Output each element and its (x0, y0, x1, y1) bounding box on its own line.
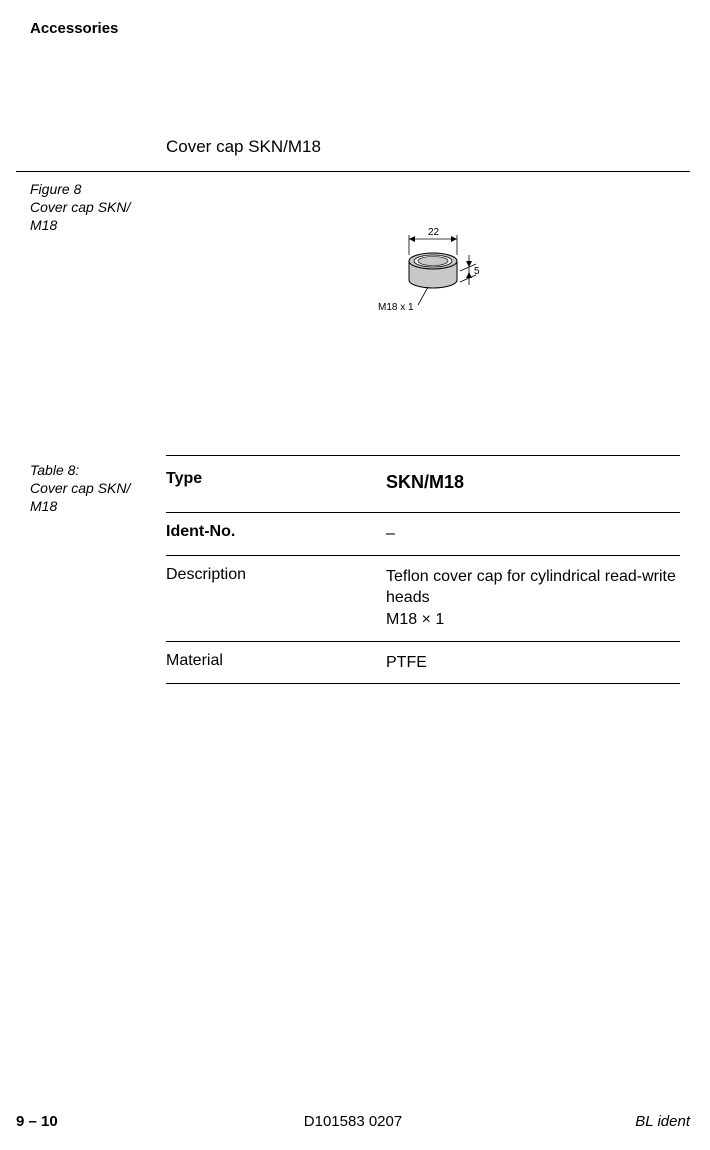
table-row: Material PTFE (166, 642, 680, 685)
figure-block: Figure 8 Cover cap SKN/ M18 22 (30, 180, 680, 455)
dim-right-label: 5 (474, 266, 480, 277)
page-footer: 9 – 10 D101583 0207 BL ident (16, 1113, 690, 1130)
thread-label: M18 x 1 (378, 302, 414, 313)
table-label: Ident-No. (166, 523, 386, 545)
table-value: Teflon cover cap for cylindrical read-wr… (386, 566, 680, 631)
divider (16, 171, 690, 172)
footer-doc-name: BL ident (635, 1113, 690, 1130)
figure-image: 22 5 M18 x 1 (216, 180, 680, 455)
table-caption: Table 8: Cover cap SKN/ M18 (30, 455, 166, 684)
figure-title-line2: M18 (30, 217, 57, 233)
footer-page-number: 9 – 10 (16, 1113, 58, 1130)
table-value: PTFE (386, 652, 680, 674)
section-title: Cover cap SKN/M18 (166, 137, 680, 157)
footer-doc-id: D101583 0207 (304, 1113, 402, 1130)
figure-number: Figure 8 (30, 181, 81, 197)
table-value: – (386, 523, 680, 545)
figure-title-line1: Cover cap SKN/ (30, 199, 130, 215)
table-row: Description Teflon cover cap for cylindr… (166, 556, 680, 642)
table-label: Description (166, 566, 386, 631)
figure-caption: Figure 8 Cover cap SKN/ M18 (30, 180, 166, 455)
table-title-line1: Cover cap SKN/ (30, 480, 130, 496)
cover-cap-diagram: 22 5 M18 x 1 (378, 225, 518, 325)
table-row: Ident-No. – (166, 513, 680, 556)
table-row: Type SKN/M18 (166, 455, 680, 513)
table-label: Material (166, 652, 386, 674)
table-value: SKN/M18 (386, 470, 680, 494)
table-content: Type SKN/M18 Ident-No. – Description Tef… (166, 455, 680, 684)
table-title-line2: M18 (30, 498, 57, 514)
table-label: Type (166, 470, 386, 494)
table-number: Table 8: (30, 462, 79, 478)
table-block: Table 8: Cover cap SKN/ M18 Type SKN/M18… (30, 455, 680, 684)
page-header: Accessories (30, 20, 680, 37)
dim-top-label: 22 (428, 227, 440, 238)
